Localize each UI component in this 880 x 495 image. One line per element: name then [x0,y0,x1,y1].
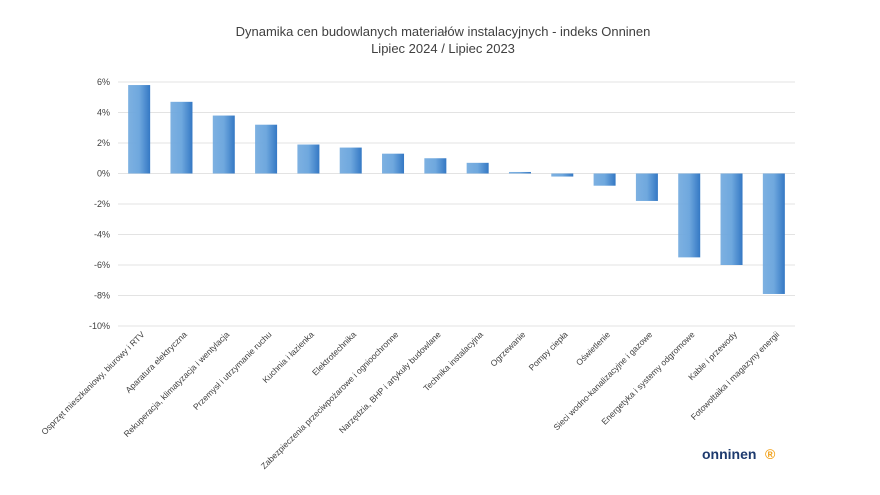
y-tick-label: -8% [94,291,110,301]
category-label: Przemysł i utrzymanie ruchu [191,329,274,412]
bar [170,101,193,174]
y-axis-ticks: -10% -8% -6% -4% -2% 0% 2% 4% 6% [89,77,110,331]
category-label: Energetyka i systemy odgromowe [599,329,696,426]
onninen-logo: onninen ® [702,446,776,462]
bar [593,173,616,186]
logo-text: onninen [702,446,756,462]
chart-title: Dynamika cen budowlanych materiałów inst… [236,24,651,39]
bars [128,85,785,294]
y-tick-label: 4% [97,108,110,118]
category-label: Oświetlenie [574,329,612,367]
bar [339,147,362,174]
category-label: Ogrzewanie [488,329,527,368]
x-axis-labels: Osprzęt mieszkaniowy, biurowy i RTVApara… [39,329,781,471]
y-tick-label: -6% [94,260,110,270]
y-tick-label: -10% [89,321,110,331]
category-label: Fotowoltaika i magazyny energii [689,329,782,422]
bar [508,171,531,174]
bar [762,173,785,294]
y-tick-label: -2% [94,199,110,209]
y-tick-label: 0% [97,169,110,179]
chart-subtitle: Lipiec 2024 / Lipiec 2023 [371,41,515,56]
y-tick-label: 2% [97,138,110,148]
bar [678,173,701,258]
bar [424,158,447,174]
y-tick-label: 6% [97,77,110,87]
y-tick-label: -4% [94,230,110,240]
bar [551,173,574,177]
bar [466,162,489,174]
category-label: Pompy ciepła [527,329,570,372]
bar [720,173,743,265]
bar [382,153,405,174]
bar [297,144,320,174]
bar [212,115,235,174]
bar [255,124,278,174]
logo-accent: ® [765,446,776,462]
bar [128,85,151,174]
bar [635,173,658,201]
